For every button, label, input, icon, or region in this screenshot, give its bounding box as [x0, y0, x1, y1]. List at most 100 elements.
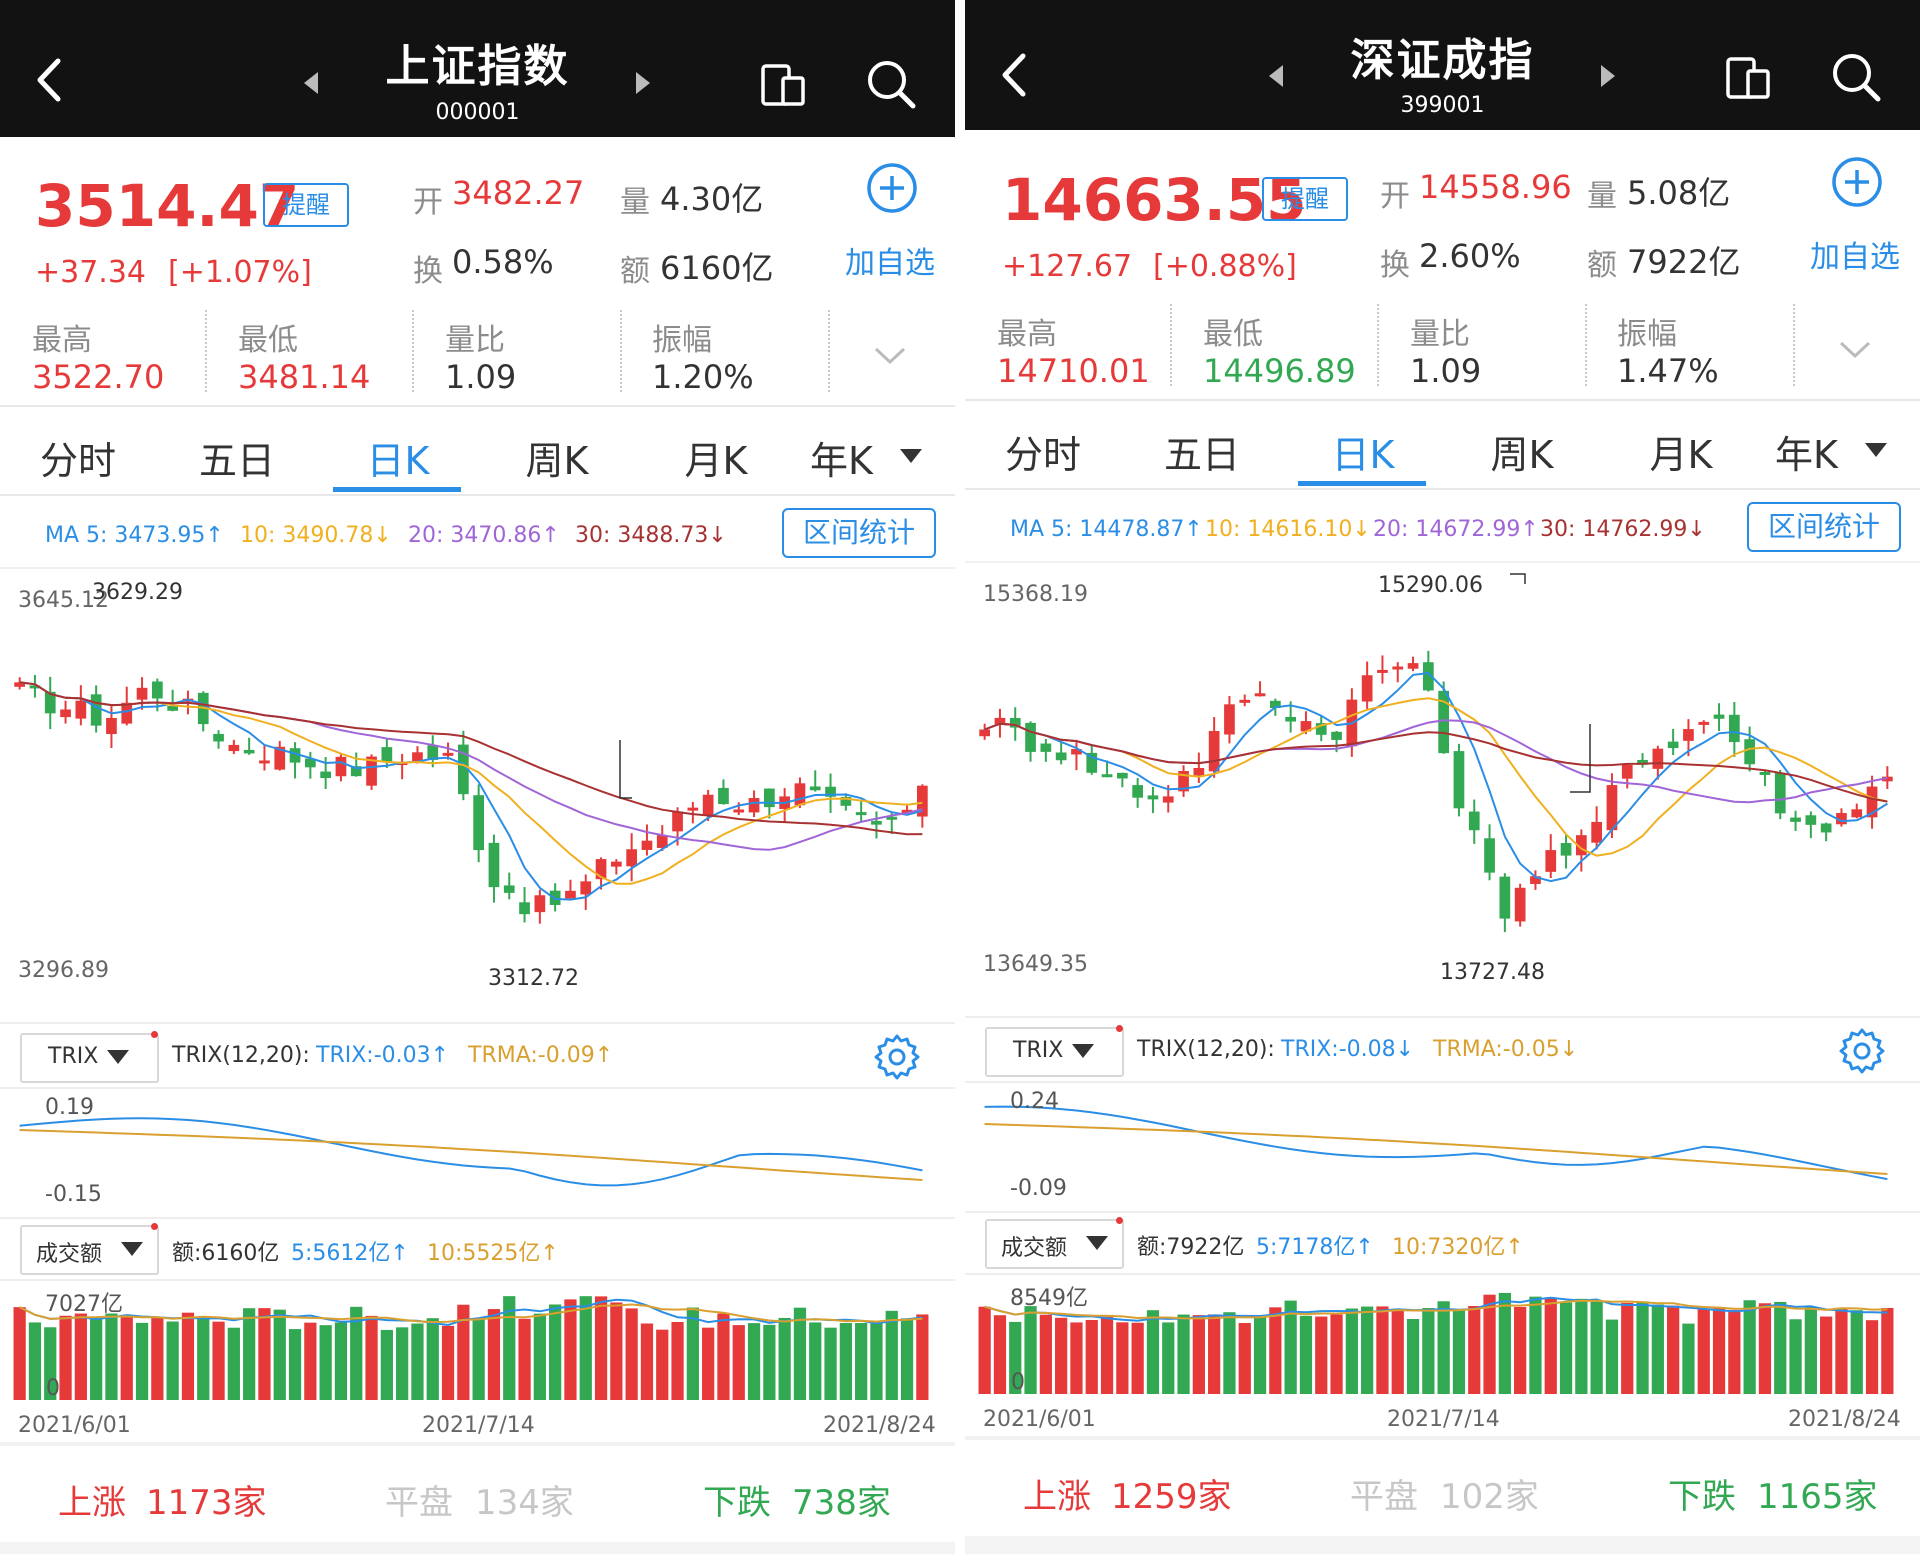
candlestick [366, 756, 377, 786]
volume-zero-label: 0 [1011, 1370, 1025, 1395]
amount-bar [1116, 1322, 1129, 1394]
candlestick [121, 702, 133, 724]
add-circle-icon[interactable] [866, 162, 918, 214]
amount-label: 额 [1587, 248, 1617, 283]
tab-five-day[interactable]: 五日 [198, 439, 275, 483]
search-icon[interactable] [1830, 51, 1882, 103]
top-nav-bar: 上证指数 000001 [0, 0, 955, 137]
amount-bar [197, 1318, 210, 1400]
date-mid: 2021/7/14 [422, 1413, 535, 1438]
chevron-down-icon[interactable] [872, 345, 908, 367]
kline-low-note: 3312.72 [488, 966, 579, 991]
candlestick [1621, 764, 1633, 779]
amount-bar [396, 1327, 409, 1400]
add-watchlist-label[interactable]: 加自选 [845, 246, 935, 281]
candlestick [1009, 718, 1021, 728]
switch-device-icon[interactable] [1725, 53, 1773, 101]
trix-chart[interactable] [965, 1084, 1920, 1209]
gear-icon[interactable] [1837, 1026, 1887, 1076]
amount-bar [1697, 1309, 1710, 1394]
ma10-legend: 10: 3490.78↓ [240, 523, 392, 548]
tab-five-day[interactable]: 五日 [1163, 433, 1240, 477]
amount-bar [1192, 1315, 1205, 1394]
kline-bottom-label: 3296.89 [18, 958, 109, 983]
candlestick [1224, 704, 1235, 735]
tab-intraday[interactable]: 分时 [1004, 433, 1081, 477]
prev-triangle-icon[interactable] [300, 70, 322, 96]
tab-monthly-k[interactable]: 月K [1649, 433, 1713, 477]
trix-bottom-label: -0.09 [1010, 1176, 1067, 1201]
divider [0, 1217, 955, 1219]
volume-indicator-selector[interactable]: 成交额 [985, 1217, 1124, 1269]
amount-bar [227, 1327, 240, 1400]
remind-button[interactable]: 提醒 [1262, 177, 1348, 221]
trix-selector[interactable]: TRIX [985, 1025, 1124, 1077]
next-triangle-icon[interactable] [632, 70, 654, 96]
candlestick [687, 807, 699, 811]
dropdown-triangle-icon [1086, 1236, 1108, 1250]
add-watchlist-label[interactable]: 加自选 [1810, 240, 1900, 275]
candlestick [1361, 675, 1373, 702]
current-price: 14663.55 [1002, 166, 1307, 234]
turnover-label: 换 [1380, 248, 1410, 283]
volume-indicator-selector[interactable]: 成交额 [20, 1223, 159, 1275]
tab-intraday[interactable]: 分时 [39, 439, 116, 483]
amount-bar [916, 1314, 929, 1400]
candlestick [1269, 700, 1281, 709]
candlestick [1208, 730, 1220, 772]
candlestick [1683, 729, 1694, 741]
gear-icon[interactable] [872, 1032, 922, 1082]
volume-chart[interactable] [965, 1276, 1920, 1401]
switch-device-icon[interactable] [760, 60, 808, 108]
divider [965, 488, 1920, 490]
breadth-flat-count: 134家 [475, 1483, 574, 1523]
high-note-leader [1510, 573, 1526, 584]
amount-bar [1483, 1294, 1496, 1394]
dropdown-triangle-icon[interactable] [1863, 441, 1889, 459]
volume-chart[interactable] [0, 1282, 955, 1407]
volume-selector-label: 成交额 [1001, 1236, 1068, 1261]
amount-bar [1315, 1316, 1328, 1394]
amount-bar [1820, 1316, 1833, 1394]
tab-yearly-k[interactable]: 年K [810, 439, 873, 483]
back-arrow-icon[interactable] [995, 50, 1035, 100]
range-stats-button[interactable]: 区间统计 [1747, 502, 1901, 552]
amount-bar [579, 1296, 592, 1400]
divider [0, 494, 955, 496]
remind-button[interactable]: 提醒 [263, 183, 349, 227]
amount-bar [1162, 1322, 1175, 1394]
candlestick [213, 733, 224, 742]
tab-weekly-k[interactable]: 周K [1490, 433, 1554, 477]
candlestick [1239, 699, 1251, 703]
kline-chart[interactable] [965, 564, 1920, 994]
search-icon[interactable] [865, 58, 917, 110]
next-triangle-icon[interactable] [1597, 63, 1619, 89]
stat-divider [828, 310, 830, 392]
tab-yearly-k[interactable]: 年K [1775, 433, 1838, 477]
trix-chart[interactable] [0, 1090, 955, 1215]
ma20-legend: 20: 3470.86↑ [408, 523, 560, 548]
prev-triangle-icon[interactable] [1265, 63, 1287, 89]
amount-ma5: 5:5612亿↑ [291, 1241, 409, 1266]
trix-value: TRIX:-0.03↑ [316, 1043, 450, 1068]
tab-monthly-k[interactable]: 月K [684, 439, 748, 483]
back-arrow-icon[interactable] [30, 55, 70, 105]
trix-selector[interactable]: TRIX [20, 1031, 159, 1083]
candlestick [1774, 772, 1786, 814]
range-stats-button[interactable]: 区间统计 [782, 508, 936, 558]
amount-bar [1223, 1312, 1236, 1394]
kline-chart[interactable] [0, 570, 955, 1000]
chevron-down-icon[interactable] [1837, 339, 1873, 361]
trix-line [984, 1105, 1888, 1181]
tab-daily-k[interactable]: 日K [366, 439, 430, 483]
dropdown-triangle-icon[interactable] [898, 447, 924, 465]
amount-bar [166, 1321, 179, 1400]
add-circle-icon[interactable] [1831, 156, 1883, 208]
price-change: +37.34 [35, 255, 147, 290]
amount-bar [334, 1322, 348, 1400]
tab-weekly-k[interactable]: 周K [525, 439, 589, 483]
amount-bar [1376, 1306, 1389, 1394]
amount-bar [625, 1308, 638, 1400]
candlestick [381, 747, 393, 762]
tab-daily-k[interactable]: 日K [1331, 433, 1395, 477]
